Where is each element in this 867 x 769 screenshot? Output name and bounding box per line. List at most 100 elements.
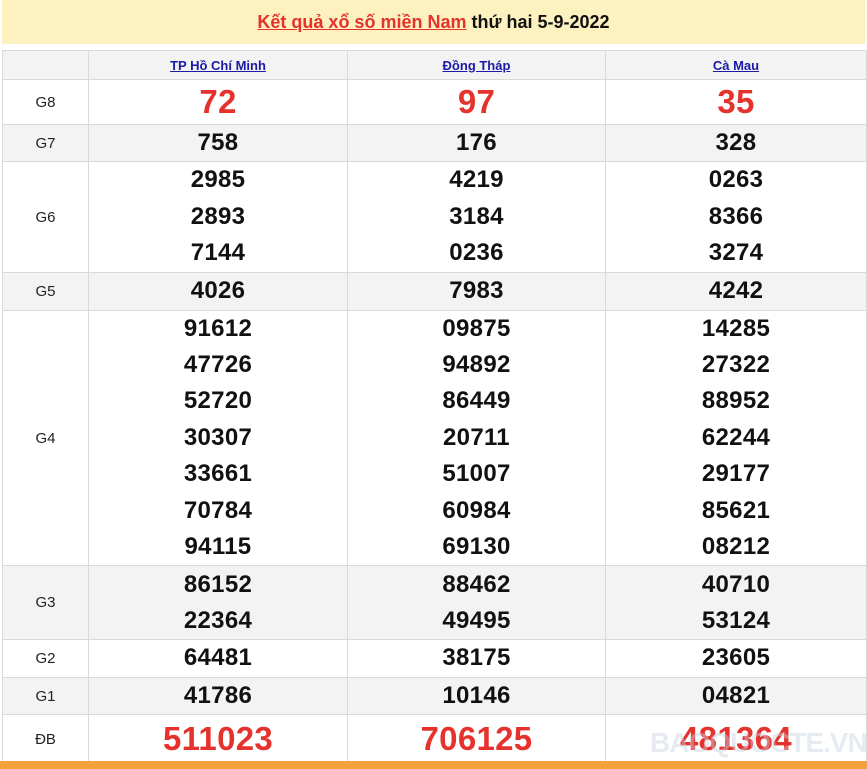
prize-cell: 176 xyxy=(347,123,606,163)
province-link[interactable]: Cà Mau xyxy=(712,57,760,73)
prize-cell: 0263 8366 3274 xyxy=(605,161,867,273)
prize-label: G5 xyxy=(2,271,89,311)
province-link[interactable]: TP Hồ Chí Minh xyxy=(170,57,266,73)
prize-number: 3184 xyxy=(449,202,504,230)
prize-number: 4242 xyxy=(708,276,764,304)
prize-number: 60984 xyxy=(442,496,511,524)
prize-row-G7: G7 758 176 328 xyxy=(2,123,867,163)
header-row: TP Hồ Chí Minh Đồng Tháp Cà Mau xyxy=(2,50,867,80)
prize-label: ĐB xyxy=(2,714,89,765)
results-table: TP Hồ Chí Minh Đồng Tháp Cà Mau G8 72 97 35… xyxy=(2,50,867,765)
prize-row-G8: G8 72 97 35 xyxy=(2,79,867,125)
prize-row-G5: G5 4026 7983 4242 xyxy=(2,271,867,311)
prize-row-G2: G2 64481 38175 23605 xyxy=(2,639,867,678)
prize-number: 70784 xyxy=(183,496,253,524)
prize-cell: 35 xyxy=(605,79,867,125)
prize-number: 85621 xyxy=(701,496,771,524)
prize-number: 22364 xyxy=(183,606,253,634)
prize-number: 20711 xyxy=(443,423,510,451)
title-link[interactable]: Kết quả xổ số miền Nam xyxy=(257,12,467,32)
prize-number: 7144 xyxy=(190,239,246,267)
watermark: BAOQUOCTE.VN xyxy=(650,727,867,758)
prize-number: 8366 xyxy=(708,202,764,230)
prize-cell: 758 xyxy=(88,123,348,163)
prize-number: 91612 xyxy=(183,314,253,342)
prize-cell: 72 xyxy=(88,79,348,125)
province-header: Cà Mau xyxy=(605,50,867,80)
prize-number: 49495 xyxy=(442,606,511,634)
prize-number: 53124 xyxy=(701,606,771,634)
title-date: thứ hai 5-9-2022 xyxy=(466,12,610,32)
prize-number: 94115 xyxy=(184,533,252,561)
prize-cell: 41786 xyxy=(88,676,348,716)
province-link[interactable]: Đồng Tháp xyxy=(442,57,511,73)
prize-number: 30307 xyxy=(183,423,253,451)
province-header: Đồng Tháp xyxy=(347,50,606,80)
prize-row-G1: G1 41786 10146 04821 xyxy=(2,676,867,716)
prize-number: 176 xyxy=(456,129,497,156)
prize-number: 88952 xyxy=(701,387,771,415)
prize-number: 88462 xyxy=(442,570,511,598)
prize-number: 23605 xyxy=(701,644,771,672)
prize-number: 04821 xyxy=(701,681,771,709)
prize-number: 481364 xyxy=(680,720,792,758)
prize-number: 52720 xyxy=(183,387,253,415)
prize-number: 0263 xyxy=(708,166,764,194)
prize-cell: 88462 49495 xyxy=(347,565,606,641)
prize-number: 08212 xyxy=(701,533,771,561)
prize-number: 35 xyxy=(717,83,755,120)
prize-number: 2985 xyxy=(190,166,246,194)
prize-number: 41786 xyxy=(183,681,253,709)
prize-label: G4 xyxy=(2,309,89,567)
prize-cell: 481364 xyxy=(605,714,867,765)
prize-number: 38175 xyxy=(442,644,511,672)
prize-label: G6 xyxy=(2,161,89,273)
prize-row-ĐB: ĐB 511023 706125 481364 xyxy=(2,714,867,765)
prize-label: G3 xyxy=(2,565,89,641)
prize-number: 29177 xyxy=(701,460,771,488)
prize-number: 64481 xyxy=(183,644,253,672)
prize-label: G8 xyxy=(2,79,89,125)
prize-cell: 14285 27322 88952 62244 29177 85621 08212 xyxy=(605,309,867,567)
prize-number: 511023 xyxy=(162,720,274,758)
prize-cell: 511023 xyxy=(88,714,348,765)
prize-number: 33661 xyxy=(183,460,253,488)
prize-number: 09875 xyxy=(442,314,511,342)
prize-label: G7 xyxy=(2,123,89,163)
prize-number: 62244 xyxy=(701,423,771,451)
prize-number: 86152 xyxy=(183,570,253,598)
prize-number: 40710 xyxy=(701,570,771,598)
prize-cell: 4242 xyxy=(605,271,867,311)
prize-cell: 328 xyxy=(605,123,867,163)
prize-number: 51007 xyxy=(442,460,511,488)
prize-number: 69130 xyxy=(442,533,511,561)
prize-cell: 09875 94892 86449 20711 51007 60984 69130 xyxy=(347,309,606,567)
prize-number: 758 xyxy=(197,129,239,156)
prize-number: 7983 xyxy=(449,276,504,304)
prize-label: G1 xyxy=(2,676,89,716)
prize-row-G3: G3 86152 22364 88462 49495 40710 53124 xyxy=(2,565,867,641)
prize-cell: 4026 xyxy=(88,271,348,311)
prize-cell: 86152 22364 xyxy=(88,565,348,641)
prize-row-G6: G6 2985 2893 7144 4219 3184 0236 0263 8366 3274 xyxy=(2,161,867,273)
header-blank xyxy=(2,50,89,80)
prize-number: 27322 xyxy=(701,351,771,379)
prize-number: 97 xyxy=(457,83,496,120)
prize-row-G4: G4 91612 47726 52720 30307 33661 70784 94115 098… xyxy=(2,309,867,567)
bottom-bar xyxy=(0,761,867,769)
prize-cell: 40710 53124 xyxy=(605,565,867,641)
prize-number: 0236 xyxy=(449,239,504,267)
prize-number: 47726 xyxy=(183,351,253,379)
prize-number: 2893 xyxy=(190,202,246,230)
prize-number: 706125 xyxy=(420,720,533,758)
prize-cell: 10146 xyxy=(347,676,606,716)
prize-cell: 4219 3184 0236 xyxy=(347,161,606,273)
prize-number: 4219 xyxy=(449,166,504,194)
prize-number: 328 xyxy=(715,129,757,156)
prize-label: G2 xyxy=(2,639,89,678)
prize-cell: 706125 xyxy=(347,714,606,765)
prize-cell: 64481 xyxy=(88,639,348,678)
prize-number: 3274 xyxy=(708,239,764,267)
prize-cell: 04821 xyxy=(605,676,867,716)
prize-number: 94892 xyxy=(442,351,511,379)
